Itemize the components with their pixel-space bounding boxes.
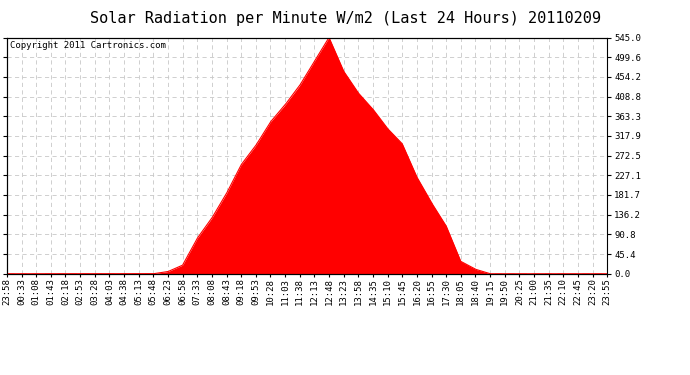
Text: Solar Radiation per Minute W/m2 (Last 24 Hours) 20110209: Solar Radiation per Minute W/m2 (Last 24… [90, 11, 600, 26]
Text: Copyright 2011 Cartronics.com: Copyright 2011 Cartronics.com [10, 41, 166, 50]
